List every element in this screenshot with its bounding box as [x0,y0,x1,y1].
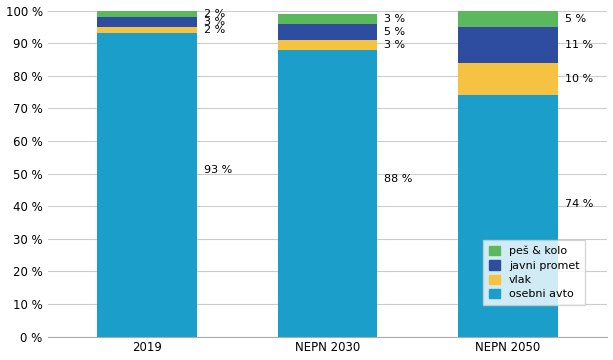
Text: 93 %: 93 % [204,165,232,175]
Bar [459,63,558,95]
Bar [278,24,377,40]
Text: 3 %: 3 % [384,40,406,50]
Bar [278,40,377,50]
Text: 74 %: 74 % [565,199,593,209]
Bar [97,33,197,337]
Text: 3 %: 3 % [384,14,406,24]
Text: 3 %: 3 % [204,17,225,27]
Text: 2 %: 2 % [204,25,225,35]
Bar [97,17,197,27]
Bar [459,95,558,337]
Bar [97,27,197,33]
Text: 11 %: 11 % [565,40,593,50]
Bar [278,50,377,337]
Bar [278,14,377,24]
Text: 88 %: 88 % [384,174,413,184]
Text: 2 %: 2 % [204,9,225,19]
Text: 10 %: 10 % [565,74,593,84]
Text: 5 %: 5 % [384,27,406,37]
Bar [459,10,558,27]
Bar [459,27,558,63]
Bar [97,10,197,17]
Legend: peš & kolo, javni promet, vlak, osebni avto: peš & kolo, javni promet, vlak, osebni a… [484,240,585,305]
Text: 5 %: 5 % [565,14,586,24]
